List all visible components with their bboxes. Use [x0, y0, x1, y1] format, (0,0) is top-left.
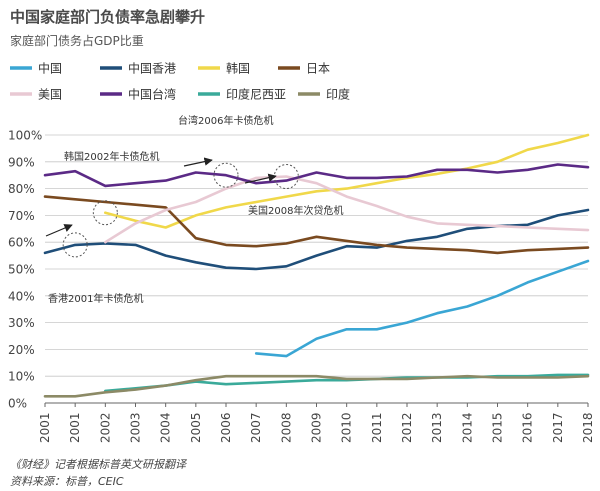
annotation-circle [62, 232, 88, 258]
x-tick-label: 2010 [340, 412, 354, 443]
x-axis: 2001 2001 2002 2003 2004 2005 2006 2007 2008 2009… [38, 403, 595, 443]
chart-subtitle: 家庭部门债务占GDP比重 [10, 34, 144, 48]
series-layer [43, 133, 590, 398]
x-tick-label: 2011 [370, 412, 384, 443]
x-tick-label: 2014 [460, 412, 474, 443]
y-tick-label: 50% [8, 263, 35, 277]
series-line [254, 259, 590, 358]
x-tick-label: 2009 [310, 412, 324, 443]
x-tick-label: 2008 [279, 412, 293, 443]
series-line [104, 175, 590, 244]
y-tick-label: 0% [8, 397, 27, 411]
x-tick-label: 2018 [581, 412, 595, 443]
annotation-arrow [183, 157, 213, 167]
series-line [43, 195, 590, 255]
legend-label: 日本 [306, 62, 330, 76]
x-tick-label: 2015 [491, 412, 505, 443]
annotation-label: 台湾2006年卡债危机 [178, 114, 273, 127]
y-tick-label: 70% [8, 209, 35, 223]
x-tick-label: 2012 [400, 412, 414, 443]
y-tick-label: 10% [8, 370, 35, 384]
x-tick-label: 2016 [521, 412, 535, 443]
y-tick-label: 100% [8, 129, 42, 143]
x-tick-label: 2004 [159, 412, 173, 443]
y-tick-label: 90% [8, 155, 35, 169]
y-tick-label: 20% [8, 343, 35, 357]
annotation-arrow [45, 224, 73, 237]
series-line [43, 163, 590, 188]
grid-lines [45, 134, 588, 404]
legend-label: 韩国 [226, 61, 250, 76]
y-tick-label: 80% [8, 182, 35, 196]
annotation-circle [213, 162, 239, 188]
x-tick-label: 2006 [219, 412, 233, 443]
annotation-arrow [244, 173, 277, 184]
x-tick-label: 2005 [189, 412, 203, 443]
legend-label: 印度尼西亚 [226, 87, 286, 102]
chart-title: 中国家庭部门负债率急剧攀升 [10, 8, 206, 26]
x-tick-label: 2001 [38, 412, 52, 443]
annotation-label: 韩国2002年卡债危机 [64, 150, 159, 163]
annotation-label: 香港2001年卡债危机 [48, 292, 143, 305]
x-tick-label: 2002 [98, 412, 112, 443]
legend-label: 中国台湾 [128, 87, 176, 102]
series-line [43, 374, 590, 398]
x-tick-label: 2003 [129, 412, 143, 443]
x-tick-label: 2013 [430, 412, 444, 443]
legend-label: 中国 [38, 61, 62, 76]
legend-label: 美国 [38, 88, 62, 102]
footnote-translation: 《财经》记者根据标普英文研报翻译 [10, 458, 186, 471]
footnote-source: 资料来源：标普，CEIC [10, 475, 124, 488]
series-line [104, 133, 590, 229]
y-axis: 0% 10% 20% 30% 40% 50% 60% 70% 80% 90% 100% [8, 129, 42, 411]
y-tick-label: 60% [8, 236, 35, 250]
annotation-label: 美国2008年次贷危机 [248, 204, 343, 217]
annotations: 台湾2006年卡债危机韩国2002年卡债危机美国2008年次贷危机香港2001年… [45, 114, 343, 305]
y-tick-label: 40% [8, 289, 35, 303]
annotation-circle [92, 200, 118, 226]
legend-label: 中国香港 [128, 61, 176, 76]
y-tick-label: 30% [8, 316, 35, 330]
x-tick-label: 2001 [68, 412, 82, 443]
legend-label: 印度 [326, 87, 350, 102]
x-tick-label: 2007 [249, 412, 263, 443]
x-tick-label: 2017 [551, 412, 565, 443]
